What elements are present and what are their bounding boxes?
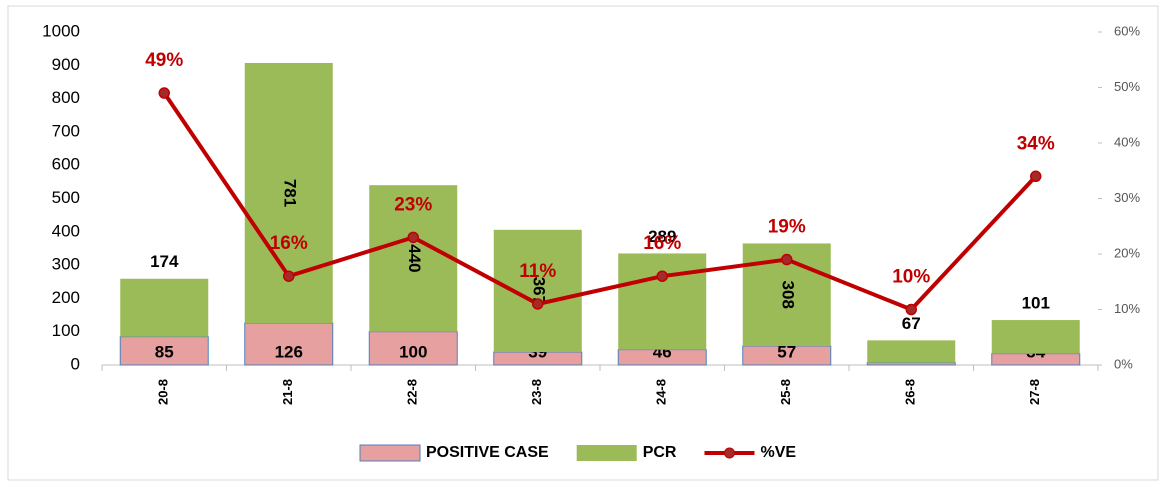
y-tick-label: 900 [52,55,80,74]
y-tick-label: 100 [52,321,80,340]
x-tick-label: 23-8 [529,379,544,405]
y-tick-label: 800 [52,88,80,107]
line-series [162,91,1038,312]
line-point [656,270,668,282]
y2-tick-label: 60% [1114,23,1140,38]
y2-tick-label: 50% [1114,79,1140,94]
line-point [283,270,295,282]
line-value-label: 10% [892,267,930,288]
legend-swatch [359,444,421,462]
x-tick-label: 24-8 [654,379,669,405]
bar-value-label: 367 [529,277,548,305]
bar-value-label: 67 [902,314,921,333]
bar-segment [991,320,1080,354]
bar-segment [120,278,209,337]
y-tick-label: 0 [71,354,80,373]
y2-tick-label: 30% [1114,190,1140,205]
line-point [1030,170,1042,183]
legend-marker [723,447,735,459]
bar-segment [244,322,334,366]
line-value-label: 16% [643,233,681,254]
bar-value-label: 174 [150,252,179,271]
y-tick-label: 400 [52,221,80,240]
line-point [781,253,793,266]
bar-value-label: 100 [399,342,427,361]
bar-value-label: 289 [648,227,676,246]
bar-segment [369,185,458,332]
y-tick-label: 600 [52,155,80,174]
y-tick-label: 1000 [42,21,80,40]
bar-value-label: 440 [405,244,424,272]
bar-segment [119,336,209,366]
bar-value-label: 85 [155,342,174,361]
line-point [158,87,170,99]
y2-tick-label: 10% [1114,301,1140,316]
legend-label: POSITIVE CASE [426,444,549,461]
y2-tick-label: 20% [1114,245,1140,260]
line-value-label: 11% [519,261,556,282]
bar-value-label: 101 [1022,294,1050,313]
bar-segment [493,229,582,353]
line-value-label: 34% [1017,133,1055,154]
line-point [905,303,917,316]
legend-swatch [576,445,637,461]
line-point [532,298,544,310]
legend-label: PCR [643,444,677,461]
bar-segment [368,331,458,366]
chart-frame [7,5,1159,481]
bar-segment [867,340,956,363]
y-tick-label: 300 [52,255,80,274]
x-tick-label: 21-8 [280,379,295,405]
y-tick-label: 200 [52,288,80,307]
x-tick-label: 20-8 [156,379,171,405]
x-tick-label: 22-8 [405,379,420,405]
bar-value-label: 781 [280,179,299,207]
line-value-label: 49% [145,50,183,71]
x-tick-label: 27-8 [1027,379,1042,405]
y-tick-label: 700 [52,121,80,140]
y2-tick-label: 40% [1114,134,1140,149]
x-tick-label: 26-8 [903,379,918,405]
bar-segment [866,362,956,366]
x-tick-label: 25-8 [778,379,793,405]
y-tick-label: 500 [52,188,80,207]
line-value-label: 23% [394,194,432,215]
line-point [407,231,419,244]
bar-segment [618,253,707,350]
line-value-label: 16% [270,233,308,254]
bar-value-label: 308 [778,281,797,309]
legend-label: %VE [760,444,796,461]
bar-value-label: 126 [275,342,303,361]
bar-value-label: 57 [777,342,796,361]
y2-tick-label: 0% [1114,356,1133,371]
line-value-label: 19% [768,217,806,238]
